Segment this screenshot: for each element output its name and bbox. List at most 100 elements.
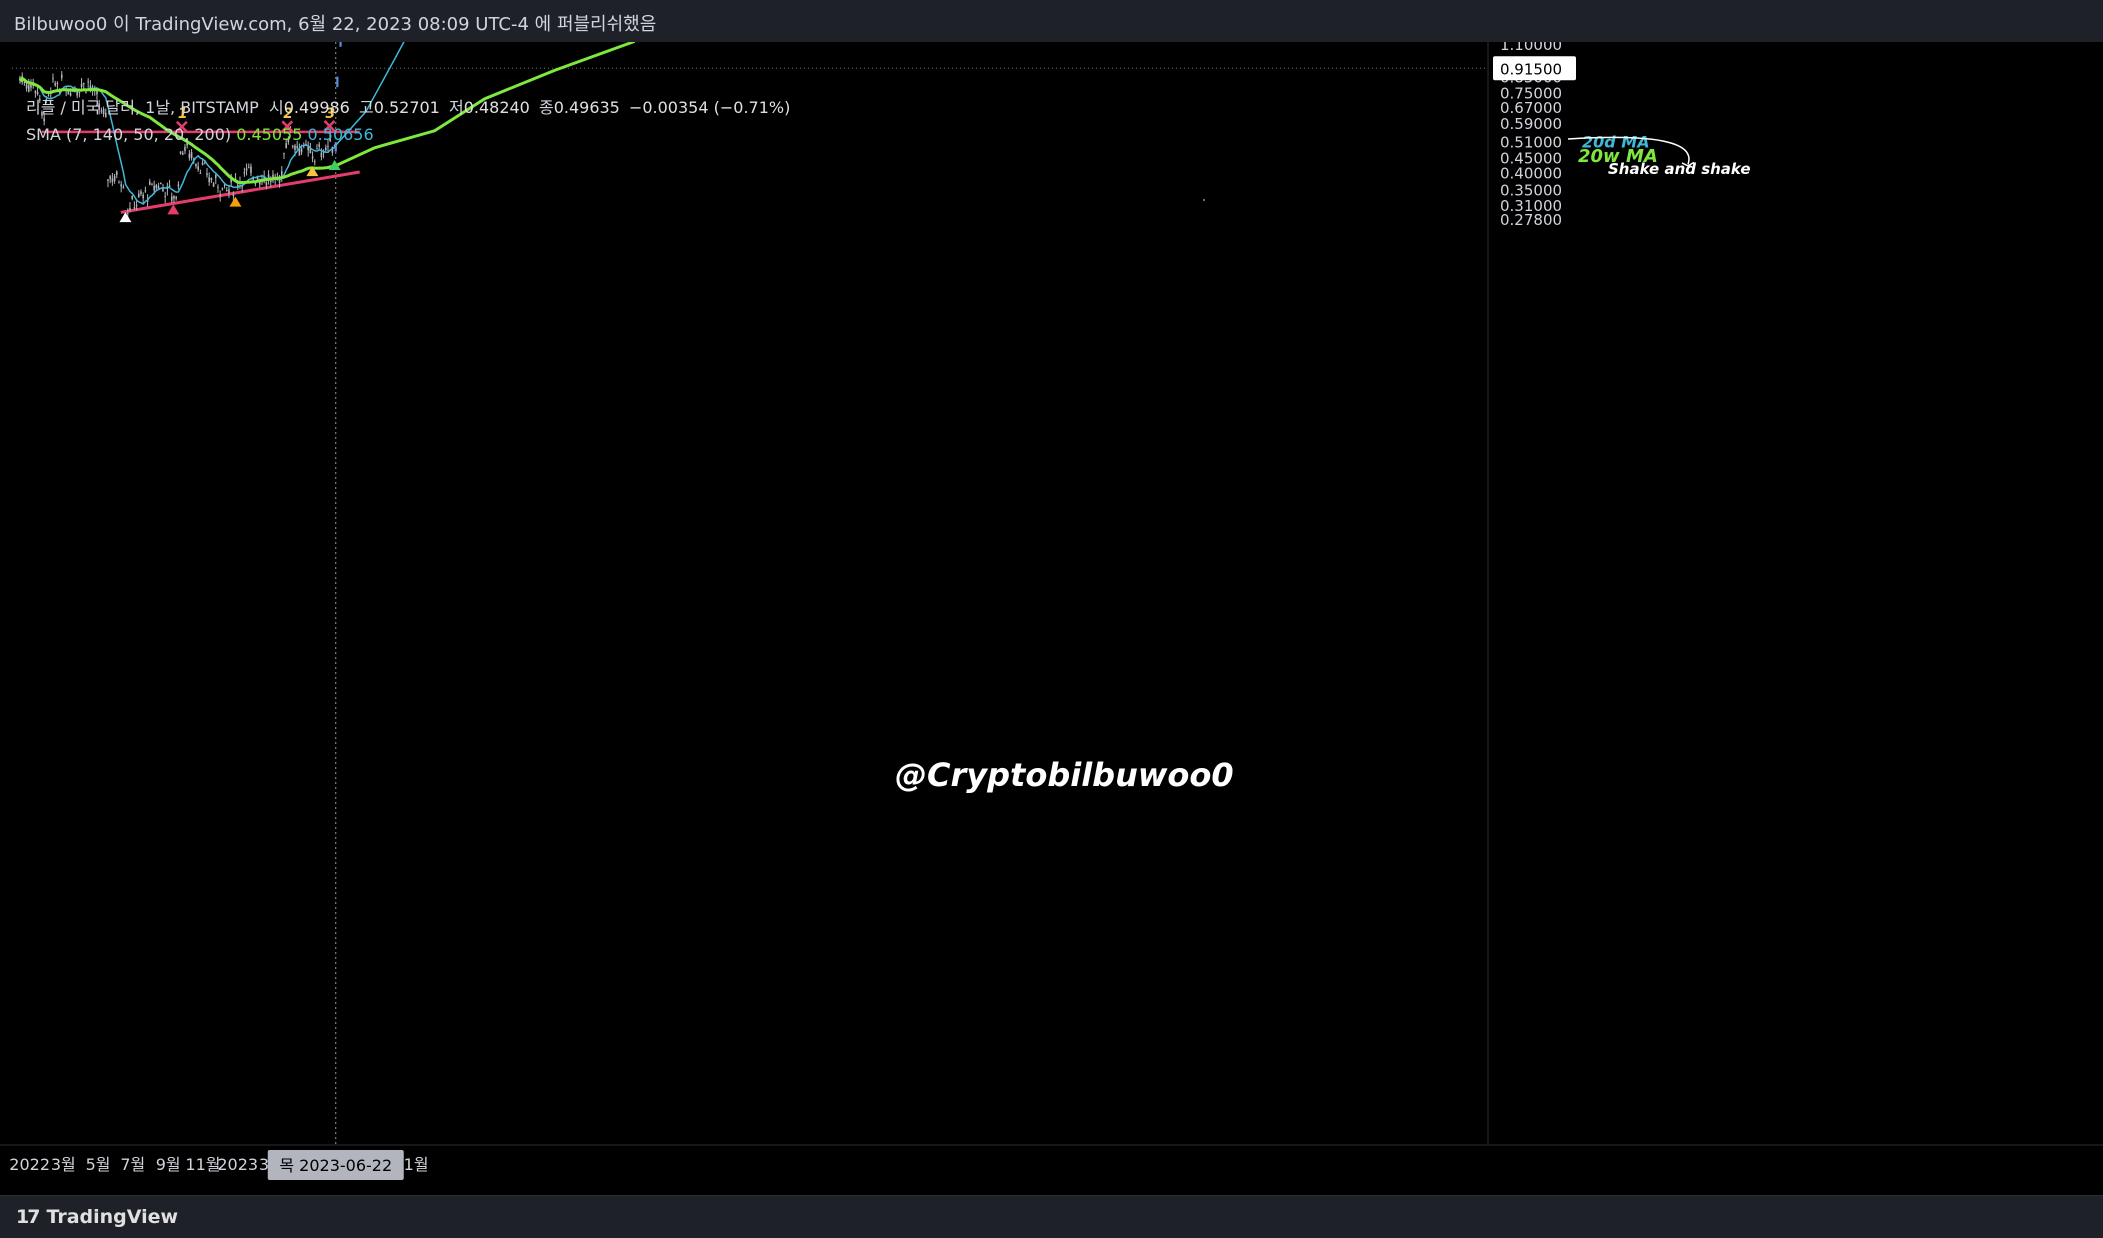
- touch-cross: [175, 120, 188, 133]
- high-label: 고: [358, 98, 374, 117]
- y-tick-label: 0.40000: [1500, 165, 1562, 183]
- low-marker-pink: [167, 204, 180, 215]
- candle-body: [247, 167, 250, 169]
- candle-body: [111, 178, 114, 182]
- candle-body: [47, 95, 50, 97]
- publish-info: Bilbuwoo0 이 TradingView.com, 6월 22, 2023…: [14, 14, 657, 35]
- symbol-label: 리플 / 미국 달러, 1날, BITSTAMP: [26, 98, 259, 117]
- y-tick-label: 0.51000: [1500, 134, 1562, 152]
- x-tick-label: 2022: [9, 1155, 50, 1174]
- candle-body: [199, 173, 202, 175]
- candle-body: [285, 143, 287, 149]
- crosshair-date-box: [267, 1150, 404, 1180]
- candle-body: [76, 90, 78, 96]
- candle-body: [89, 85, 92, 89]
- candle-body: [225, 190, 228, 192]
- candle-body: [294, 145, 296, 151]
- candle-body: [82, 83, 85, 85]
- candle-body: [41, 111, 43, 116]
- candle-body: [212, 183, 215, 187]
- chart-area[interactable]: 1 2 3 @Cryptobilbuwoo0 20d MA 20w MA Shake and…: [0, 42, 2103, 1195]
- candle-body: [78, 91, 81, 93]
- candle-body: [214, 175, 217, 178]
- candle-body: [38, 98, 41, 101]
- candle-body: [208, 177, 210, 183]
- x-tick-label: 7월: [120, 1155, 145, 1174]
- candle-body: [267, 174, 270, 180]
- candle-body: [56, 82, 59, 84]
- open-value: 0.49986: [283, 98, 350, 117]
- candle-body: [25, 84, 28, 89]
- candle-body: [155, 184, 158, 189]
- x-tick-label: 5월: [86, 1155, 111, 1174]
- candle-body: [245, 168, 248, 171]
- support-line: [120, 170, 360, 214]
- candle-body: [144, 190, 147, 192]
- candle-body: [27, 84, 30, 92]
- low-marker-yellow: [306, 166, 319, 177]
- dust-dot: [1203, 199, 1205, 201]
- candle-body: [318, 144, 320, 147]
- candle-body: [232, 194, 235, 196]
- candle-body: [113, 176, 116, 182]
- candle-body: [133, 207, 136, 209]
- y-tick-label: 0.59000: [1500, 115, 1562, 133]
- sma-value-2: 0.50656: [307, 125, 374, 144]
- candle-body: [140, 191, 142, 194]
- candle-body: [195, 163, 197, 167]
- candle-body: [324, 147, 327, 151]
- shake-label: Shake and shake: [1608, 160, 1751, 178]
- candle-body: [67, 89, 70, 95]
- footer-bar: 17 TradingView: [0, 1195, 2103, 1238]
- candle-body: [129, 207, 131, 210]
- candle-body: [32, 84, 34, 86]
- publish-header: Bilbuwoo0 이 TradingView.com, 6월 22, 2023…: [0, 0, 2103, 43]
- candle-body: [236, 184, 239, 188]
- candle-body: [148, 181, 151, 185]
- candle-body: [263, 176, 265, 180]
- candle-body: [120, 184, 122, 187]
- candle-body: [80, 83, 83, 87]
- candle-body: [219, 194, 221, 196]
- x-tick-label: 11월: [185, 1155, 220, 1174]
- low-label: 저: [448, 98, 464, 117]
- candle-body: [168, 185, 171, 187]
- x-tick-label: 2023: [217, 1155, 258, 1174]
- candle-body: [184, 147, 186, 151]
- candle-body: [36, 92, 39, 95]
- candle-body: [287, 138, 290, 142]
- candle-body: [102, 108, 105, 115]
- candle-body: [280, 171, 283, 177]
- ma-20w-line: [18, 42, 636, 185]
- candle-body: [322, 151, 325, 153]
- touch-label-2: 2: [283, 106, 293, 122]
- tradingview-logo[interactable]: 17 TradingView: [16, 1206, 178, 1228]
- y-tick-label: 0.31000: [1500, 197, 1562, 215]
- candle-body: [164, 195, 166, 197]
- candle-body: [43, 118, 45, 122]
- candle-body: [327, 145, 329, 147]
- candle-body: [333, 144, 336, 147]
- candle-body: [54, 83, 56, 86]
- candle-body: [309, 147, 312, 154]
- candle-body: [206, 173, 208, 175]
- candle-body: [104, 112, 107, 117]
- candle-body: [291, 146, 294, 148]
- candle-body: [142, 194, 144, 199]
- candle-body: [126, 212, 129, 214]
- touch-cross: [281, 120, 294, 133]
- candle-body: [305, 144, 307, 146]
- candle-body: [217, 186, 219, 188]
- x-tick-label: 9월: [156, 1155, 181, 1174]
- candle-body: [115, 171, 118, 176]
- candle-body: [269, 180, 272, 182]
- candle-body: [175, 196, 177, 199]
- candle-body: [230, 177, 232, 183]
- projection-ma-line: [335, 42, 405, 146]
- close-value: 0.49635: [553, 98, 620, 117]
- y-tick-label: 0.45000: [1500, 150, 1562, 168]
- touch-cross: [323, 119, 336, 132]
- shake-arrow: [1567, 136, 1690, 165]
- candle-body: [34, 91, 37, 93]
